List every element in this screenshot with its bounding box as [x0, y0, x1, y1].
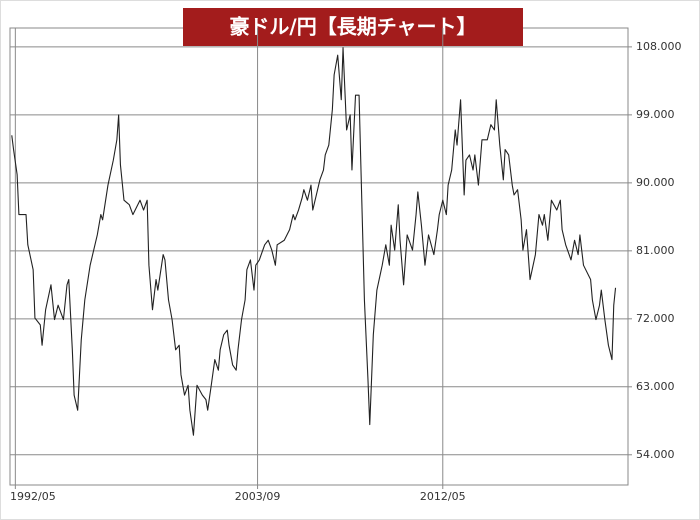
x-tick-label: 1992/05 — [10, 490, 56, 503]
plot-area — [9, 27, 629, 486]
x-tick-label: 2012/05 — [420, 490, 466, 503]
y-tick-label: 99.000 — [636, 108, 675, 121]
y-tick-label: 63.000 — [636, 380, 675, 393]
y-tick-label: 81.000 — [636, 244, 675, 257]
y-tick-label: 54.000 — [636, 448, 675, 461]
y-tick-label: 72.000 — [636, 312, 675, 325]
chart-title: 豪ドル/円【長期チャート】 — [229, 15, 476, 39]
y-tick-label: 90.000 — [636, 176, 675, 189]
price-line — [11, 47, 617, 436]
x-tick-label: 2003/09 — [235, 490, 281, 503]
y-tick-label: 108.000 — [636, 40, 682, 53]
title-box — [183, 8, 523, 46]
